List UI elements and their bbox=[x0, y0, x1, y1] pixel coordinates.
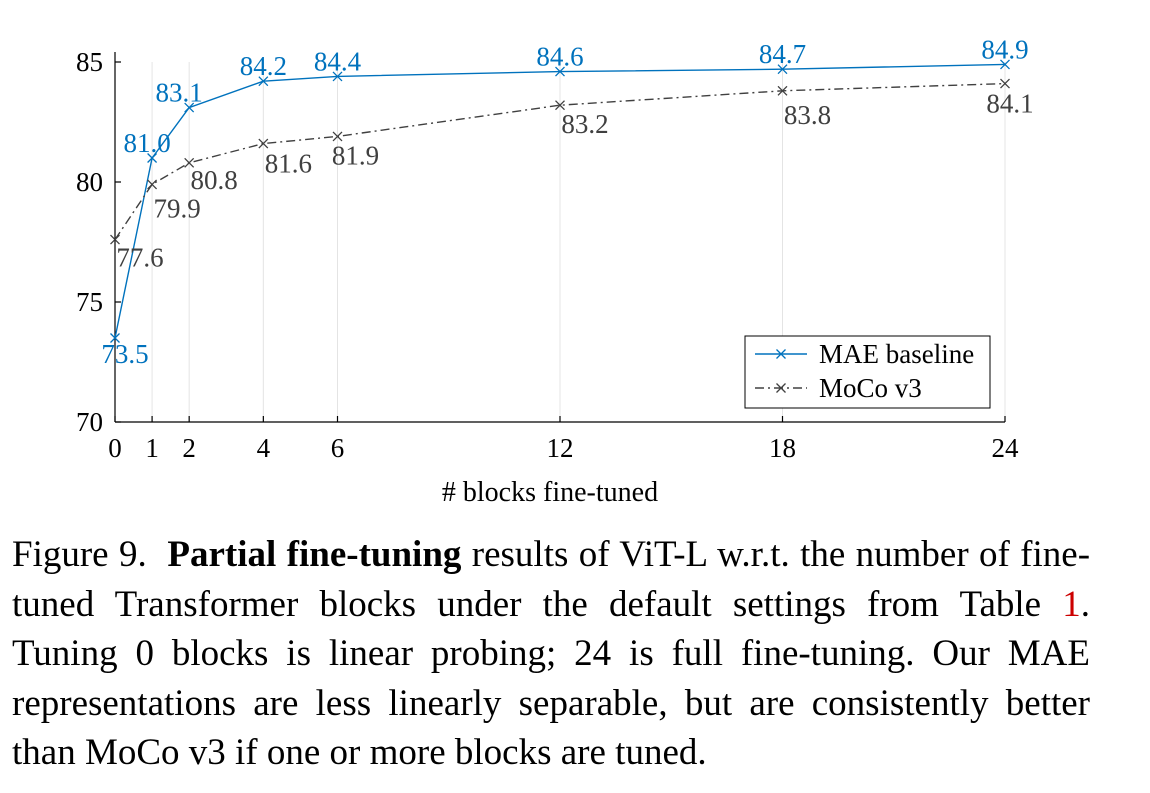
x-tick-label: 2 bbox=[182, 433, 196, 463]
data-point-marker bbox=[332, 71, 343, 82]
y-axis-ticks: 70 75 80 85 bbox=[76, 47, 121, 437]
series-line bbox=[114, 82, 1006, 240]
data-label: 80.8 bbox=[191, 165, 238, 195]
data-point-marker bbox=[258, 76, 269, 87]
data-point-marker bbox=[777, 85, 788, 96]
caption-text-2: . Tuning 0 blocks is linear probing; 24 … bbox=[12, 583, 1090, 774]
data-point-marker bbox=[110, 234, 120, 245]
data-label: 84.7 bbox=[759, 39, 806, 69]
y-tick-label: 70 bbox=[76, 407, 103, 437]
data-point-marker bbox=[258, 138, 269, 149]
x-tick-label: 18 bbox=[769, 433, 796, 463]
y-tick-label: 80 bbox=[76, 167, 103, 197]
data-point-marker bbox=[147, 179, 158, 190]
data-point-marker bbox=[332, 131, 343, 142]
legend-marker bbox=[776, 383, 786, 393]
data-label: 81.6 bbox=[265, 149, 312, 179]
data-label: 81.9 bbox=[332, 140, 379, 170]
caption-text-1: results of ViT-L w.r.t. the number of fi… bbox=[12, 534, 1091, 625]
data-point-marker bbox=[1000, 78, 1010, 89]
data-point-marker bbox=[777, 64, 788, 75]
data-label: 84.6 bbox=[536, 42, 583, 72]
data-point-marker bbox=[110, 333, 120, 343]
data-label: 84.4 bbox=[314, 46, 362, 76]
data-label: 79.9 bbox=[153, 193, 200, 223]
data-label: 84.1 bbox=[986, 89, 1033, 119]
legend-label: MoCo v3 bbox=[819, 373, 922, 403]
data-label: 84.9 bbox=[981, 34, 1028, 64]
y-tick-label: 75 bbox=[76, 287, 103, 317]
data-label: 83.1 bbox=[156, 78, 203, 108]
series-line bbox=[114, 63, 1006, 339]
x-axis-label: # blocks fine-tuned bbox=[442, 477, 658, 508]
legend-box bbox=[744, 335, 991, 409]
data-label: 77.6 bbox=[116, 243, 163, 273]
table-ref-link[interactable]: 1 bbox=[1062, 583, 1081, 625]
data-point-marker bbox=[1000, 59, 1010, 70]
data-point-marker bbox=[184, 157, 195, 168]
legend: MAE baseline MoCo v3 bbox=[744, 335, 991, 409]
x-tick-label: 12 bbox=[547, 433, 574, 463]
caption-bold-title: Partial fine-tuning bbox=[167, 534, 462, 575]
data-label: 81.0 bbox=[123, 128, 170, 158]
data-label: 83.2 bbox=[561, 109, 608, 139]
legend-label: MAE baseline bbox=[819, 339, 974, 369]
data-point-marker bbox=[147, 153, 158, 163]
x-tick-label: 0 bbox=[108, 433, 122, 463]
data-point-marker bbox=[184, 102, 195, 113]
x-tick-label: 24 bbox=[992, 433, 1020, 463]
legend-marker bbox=[776, 349, 786, 359]
x-axis-ticks: 0 1 2 4 6 12 18 24 bbox=[108, 416, 1019, 463]
figure-caption: Figure 9. Partial fine-tuning results of… bbox=[12, 530, 1090, 778]
figure-label: Figure 9. bbox=[12, 534, 147, 575]
x-tick-label: 1 bbox=[145, 433, 159, 463]
data-label: 83.8 bbox=[784, 100, 831, 130]
series-layer: 73.5 81.0 83.1 84.2 84.4 84.6 84.7 84.9 77.6 79.9… bbox=[101, 34, 1033, 369]
data-label: 84.2 bbox=[240, 51, 287, 81]
x-tick-label: 6 bbox=[331, 433, 345, 463]
data-point-marker bbox=[555, 66, 565, 77]
data-label: 73.5 bbox=[101, 339, 148, 369]
y-tick-label: 85 bbox=[76, 47, 103, 77]
x-tick-label: 4 bbox=[257, 433, 271, 463]
data-point-marker bbox=[555, 100, 565, 111]
